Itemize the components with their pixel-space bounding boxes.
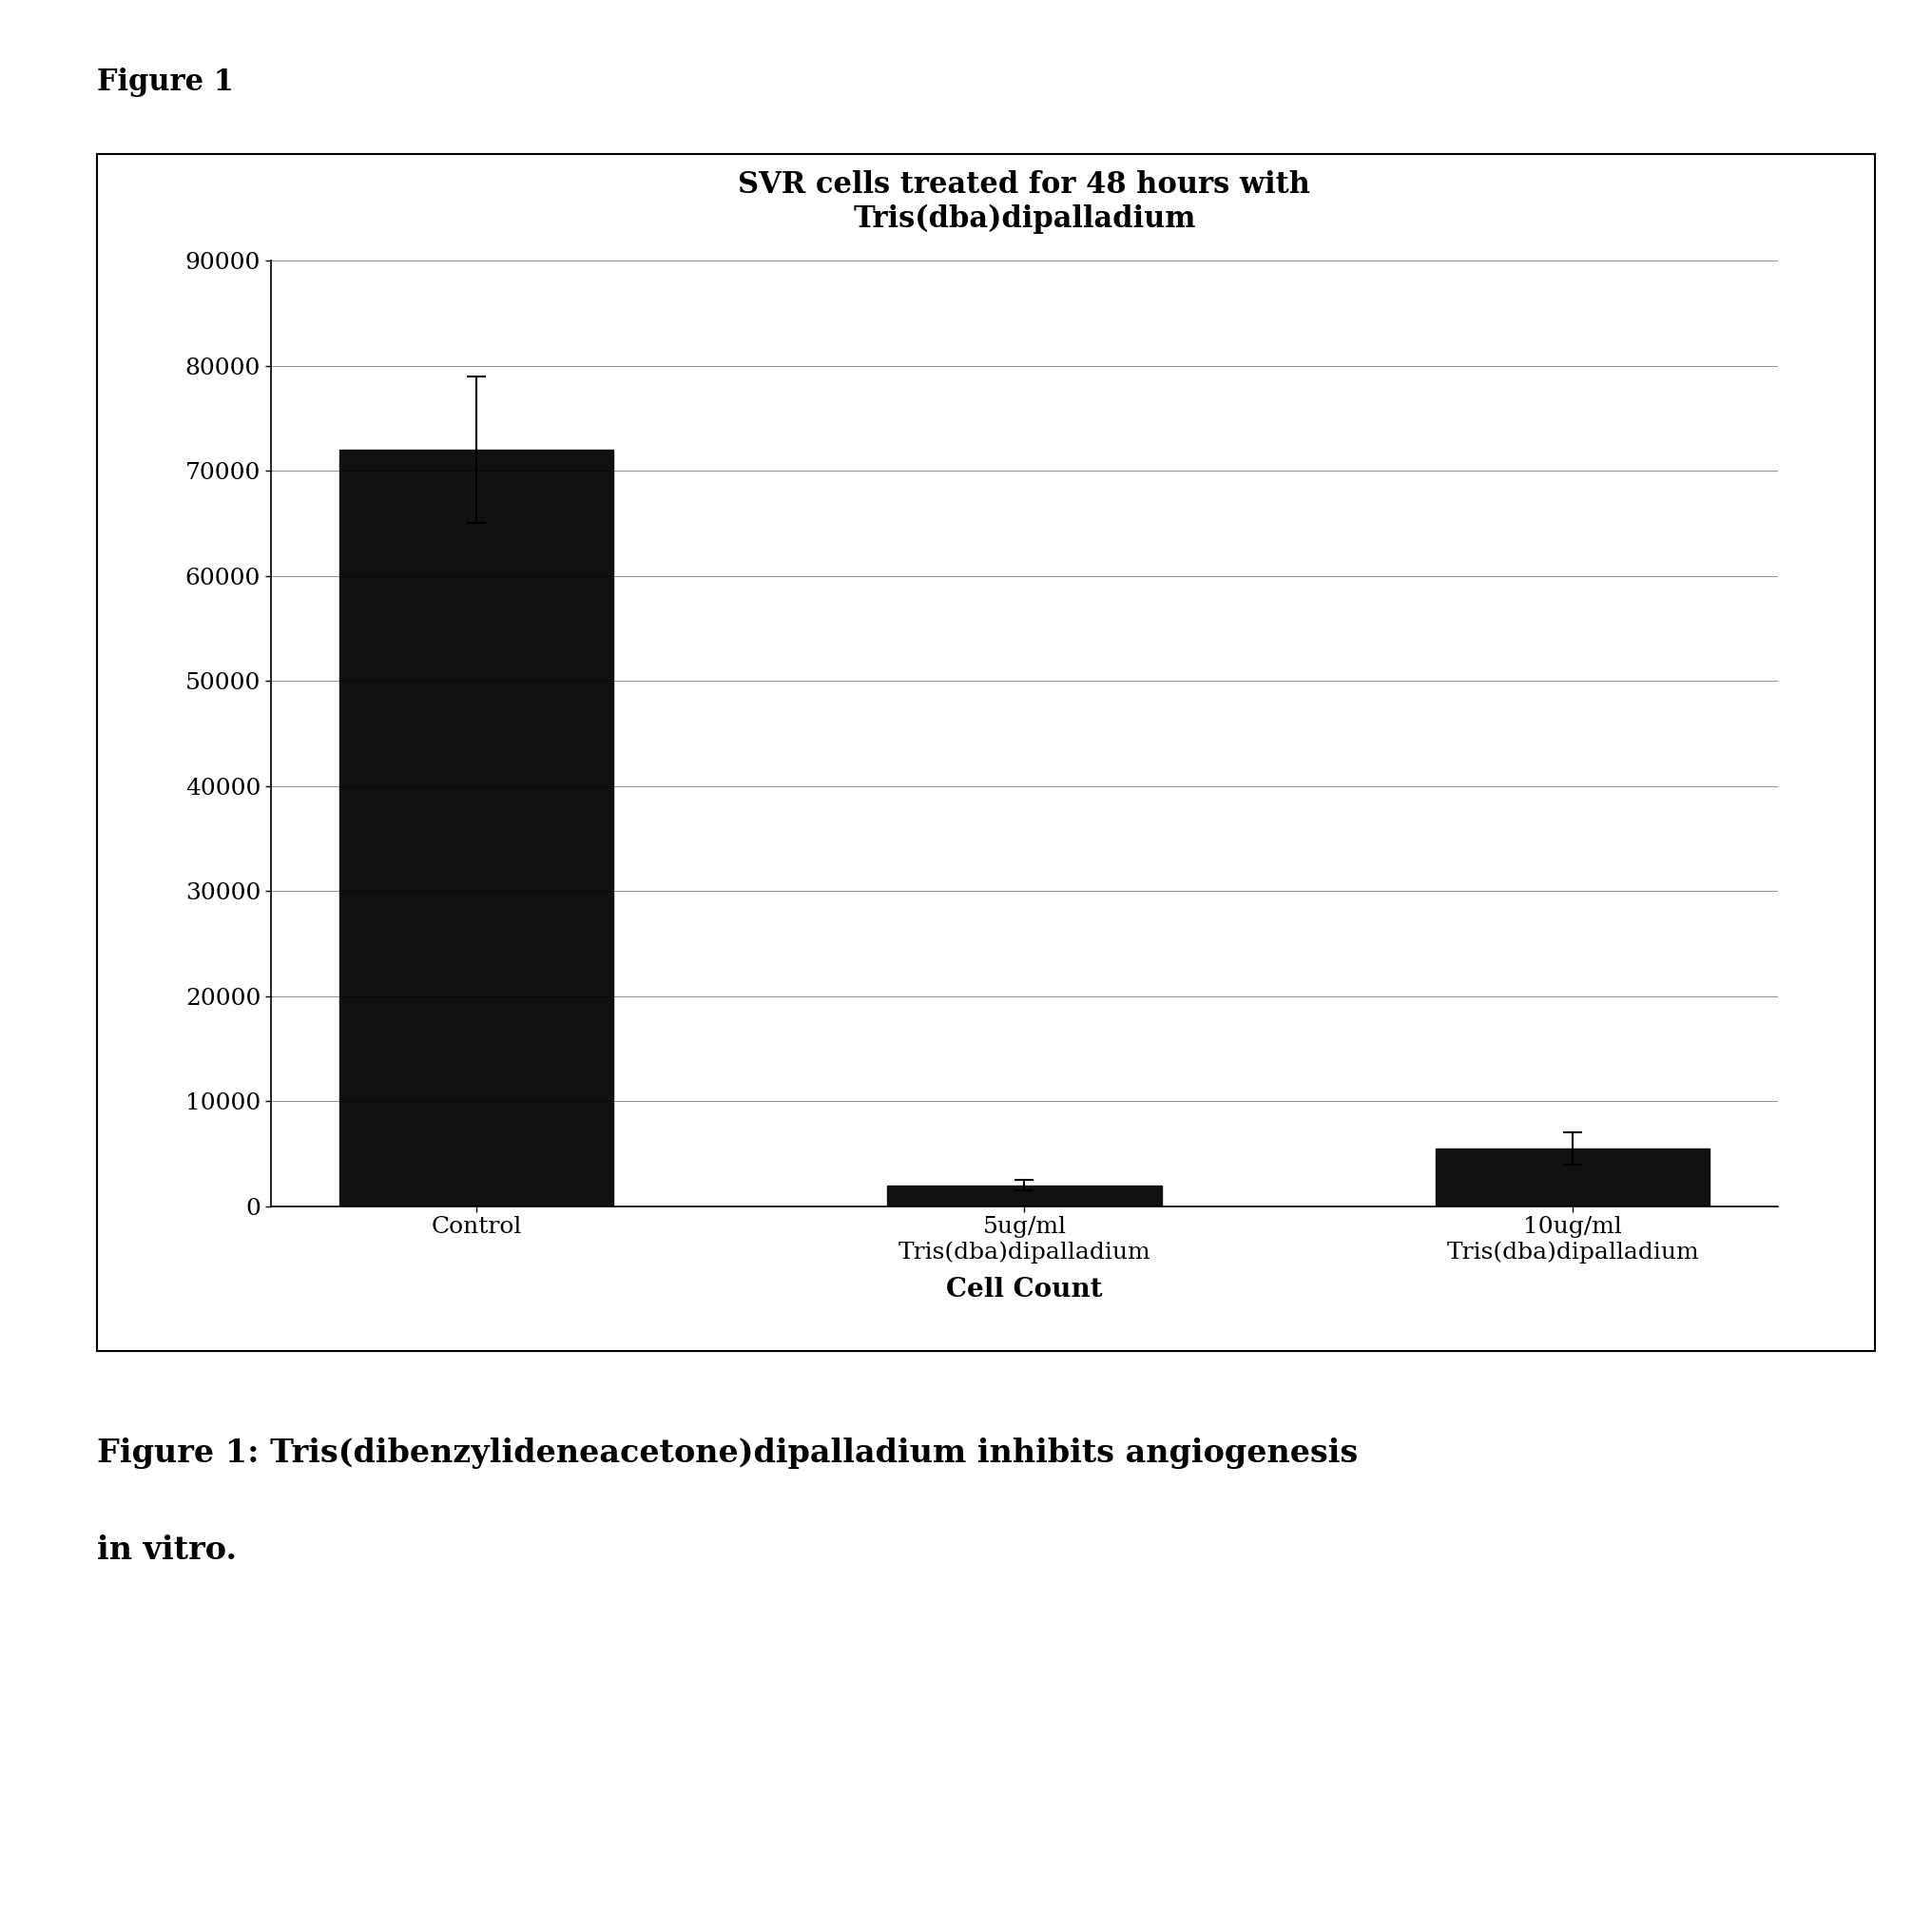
Bar <box>887 1185 1161 1206</box>
Text: in vitro.: in vitro. <box>97 1534 236 1565</box>
Text: Figure 1: Tris(dibenzylideneacetone)dipalladium inhibits angiogenesis: Figure 1: Tris(dibenzylideneacetone)dipa… <box>97 1438 1356 1469</box>
Bar <box>338 450 612 1206</box>
Text: Figure 1: Figure 1 <box>97 68 234 97</box>
X-axis label: Cell Count: Cell Count <box>947 1278 1101 1303</box>
Title: SVR cells treated for 48 hours with
Tris(dba)dipalladium: SVR cells treated for 48 hours with Tris… <box>738 170 1310 234</box>
Bar <box>1435 1148 1710 1206</box>
